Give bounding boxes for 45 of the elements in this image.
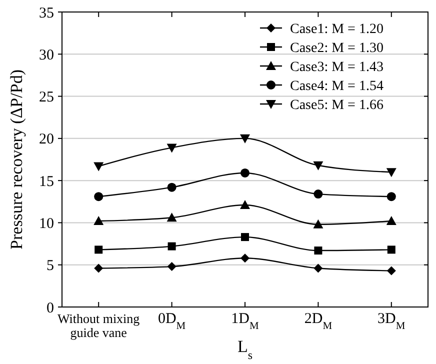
point [166, 212, 177, 222]
point [386, 192, 396, 202]
point [313, 161, 324, 170]
y-axis-title: Pressure recovery (ΔP/Pd) [7, 70, 26, 250]
y-tick-label: 10 [39, 216, 54, 232]
point [166, 144, 177, 153]
point [313, 219, 324, 228]
legend-label: Case3: M = 1.43 [290, 60, 384, 75]
y-tick-label: 35 [39, 5, 54, 22]
x-tick-label: 3D$_{M}$ [378, 311, 406, 332]
point [240, 134, 250, 144]
y-tick-label: 25 [39, 90, 54, 106]
y-tick-label: 20 [39, 132, 54, 148]
x-tick-label: 1D$_{M}$ [231, 311, 260, 332]
point [241, 233, 249, 242]
legend-label: Case1: M = 1.20 [290, 22, 384, 37]
x-tick-label: 2D$_{M}$ [304, 311, 333, 332]
point [314, 246, 322, 255]
point [386, 216, 396, 226]
point [94, 192, 104, 202]
point [94, 216, 104, 226]
point [240, 168, 250, 178]
y-tick-label: 0 [46, 300, 54, 316]
point [167, 182, 176, 192]
point [386, 168, 396, 178]
y-tick-label: 30 [39, 47, 54, 64]
point [168, 242, 176, 250]
point [314, 264, 323, 273]
point [167, 262, 176, 272]
point [240, 254, 250, 263]
point [94, 264, 104, 273]
point [386, 266, 396, 276]
point [240, 200, 250, 210]
legend-label: Case2: M = 1.30 [290, 40, 384, 56]
point [94, 246, 103, 254]
point [314, 190, 323, 199]
x-tick-label: Without mixing guide vane [58, 311, 140, 340]
y-tick-label: 5 [46, 258, 54, 274]
point [94, 162, 104, 172]
x-tick-label: 0D$_{M}$ [158, 311, 186, 332]
point [387, 246, 396, 254]
x-axis-title: L$_{s}$ [237, 337, 253, 362]
y-tick-label: 15 [39, 174, 54, 190]
legend-label: Case5: M = 1.66 [290, 98, 384, 113]
legend-label: Case4: M = 1.54 [290, 78, 384, 94]
